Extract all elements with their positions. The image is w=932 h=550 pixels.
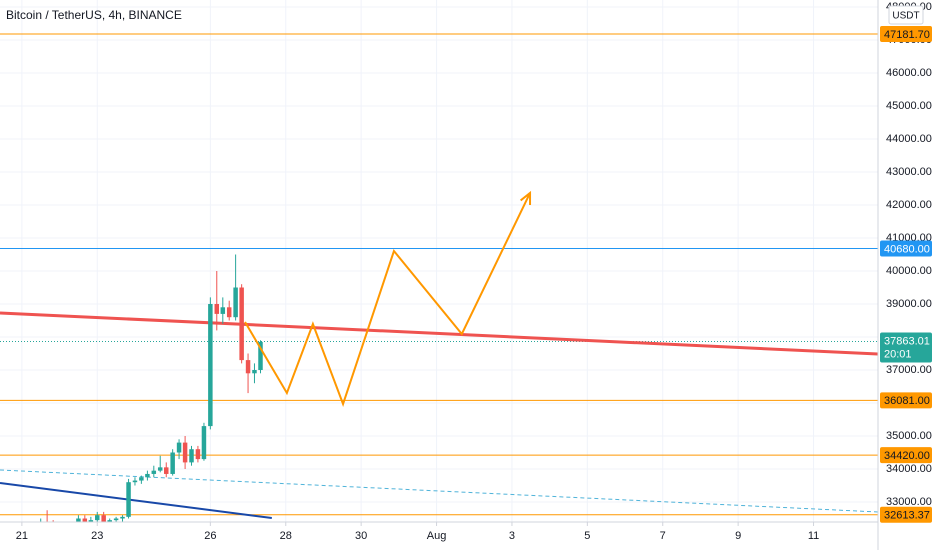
level-label: 40680.00 [884, 243, 930, 255]
candle-body [57, 525, 61, 527]
candle-body [113, 518, 119, 521]
x-tick-label: Aug [427, 530, 447, 542]
level-badge [880, 392, 932, 409]
currency-box [888, 5, 924, 25]
currency-label: USDT [892, 11, 919, 22]
candle-body [195, 449, 201, 460]
x-tick-label: 9 [735, 530, 741, 542]
grid [0, 0, 878, 522]
candle-body [164, 467, 169, 474]
y-tick-label: 35000.00 [886, 430, 932, 442]
candle-body [214, 303, 220, 314]
candle-body [258, 341, 263, 371]
y-tick-label: 43000.00 [886, 166, 932, 178]
level-label: 34420.00 [884, 450, 930, 462]
x-tick-label: 7 [660, 530, 666, 542]
x-tick-label: 21 [16, 530, 28, 542]
candle-body [201, 426, 207, 460]
candle-body [208, 303, 213, 427]
candle-body [176, 442, 182, 453]
y-tick-label: 42000.00 [886, 199, 932, 211]
trend-line [0, 311, 878, 356]
x-tick-label: 26 [204, 530, 216, 542]
candle-body [157, 467, 163, 471]
x-tick-label: 11 [808, 530, 819, 542]
candle-body [126, 482, 131, 517]
candle-body [252, 370, 257, 374]
candle-body [107, 520, 112, 522]
candle-body [88, 520, 94, 522]
level-badge [880, 447, 932, 464]
level-label: 47181.70 [884, 29, 930, 41]
y-tick-label: 40000.00 [886, 265, 932, 277]
candle-body [51, 523, 55, 525]
candle-body [170, 452, 175, 474]
candle-body [76, 518, 81, 522]
x-tick-label: 23 [91, 530, 103, 542]
candle-body [239, 287, 244, 361]
candle-body [139, 477, 144, 481]
chart-title: Bitcoin / TetherUS, 4h, BINANCE [6, 8, 182, 22]
axes: 33000.0034000.0035000.0036000.0037000.00… [16, 1, 932, 542]
x-tick-label: 28 [280, 530, 292, 542]
candle-body [245, 360, 251, 374]
candle-body [64, 527, 68, 529]
trend-line [0, 469, 878, 513]
candle-body [132, 480, 138, 483]
level-badge [880, 240, 932, 257]
candle-body [101, 515, 106, 522]
candle-body [226, 307, 232, 318]
candle-body [151, 470, 157, 474]
candle-body [220, 307, 226, 314]
path-drawing [244, 192, 531, 407]
level-label: 32613.37 [884, 510, 930, 522]
candle-body [145, 473, 150, 478]
x-tick-label: 3 [509, 530, 515, 542]
last-price-badge [880, 332, 932, 363]
last-price-label: 37863.01 [884, 335, 930, 347]
y-tick-label: 34000.00 [886, 463, 932, 475]
candle-body [120, 516, 125, 519]
y-tick-label: 45000.00 [886, 100, 932, 112]
countdown-label: 20:01 [884, 348, 912, 360]
y-tick-label: 33000.00 [886, 496, 932, 508]
plot-area [0, 33, 878, 529]
x-tick-label: 5 [584, 530, 590, 542]
candle-body [233, 287, 238, 318]
level-badge [880, 26, 932, 43]
candle-body [82, 518, 88, 522]
x-tick-label: 30 [355, 530, 367, 542]
y-tick-label: 44000.00 [886, 133, 932, 145]
level-badge [880, 506, 932, 523]
y-tick-label: 37000.00 [886, 364, 932, 376]
candle-body [189, 449, 194, 463]
candle-body [70, 527, 74, 529]
trend-line [0, 482, 272, 519]
candle-body [95, 515, 100, 521]
level-label: 36081.00 [884, 395, 930, 407]
y-tick-label: 39000.00 [886, 298, 932, 310]
y-tick-label: 46000.00 [886, 67, 932, 79]
arrow-head [520, 190, 532, 205]
candle-body [182, 442, 188, 463]
